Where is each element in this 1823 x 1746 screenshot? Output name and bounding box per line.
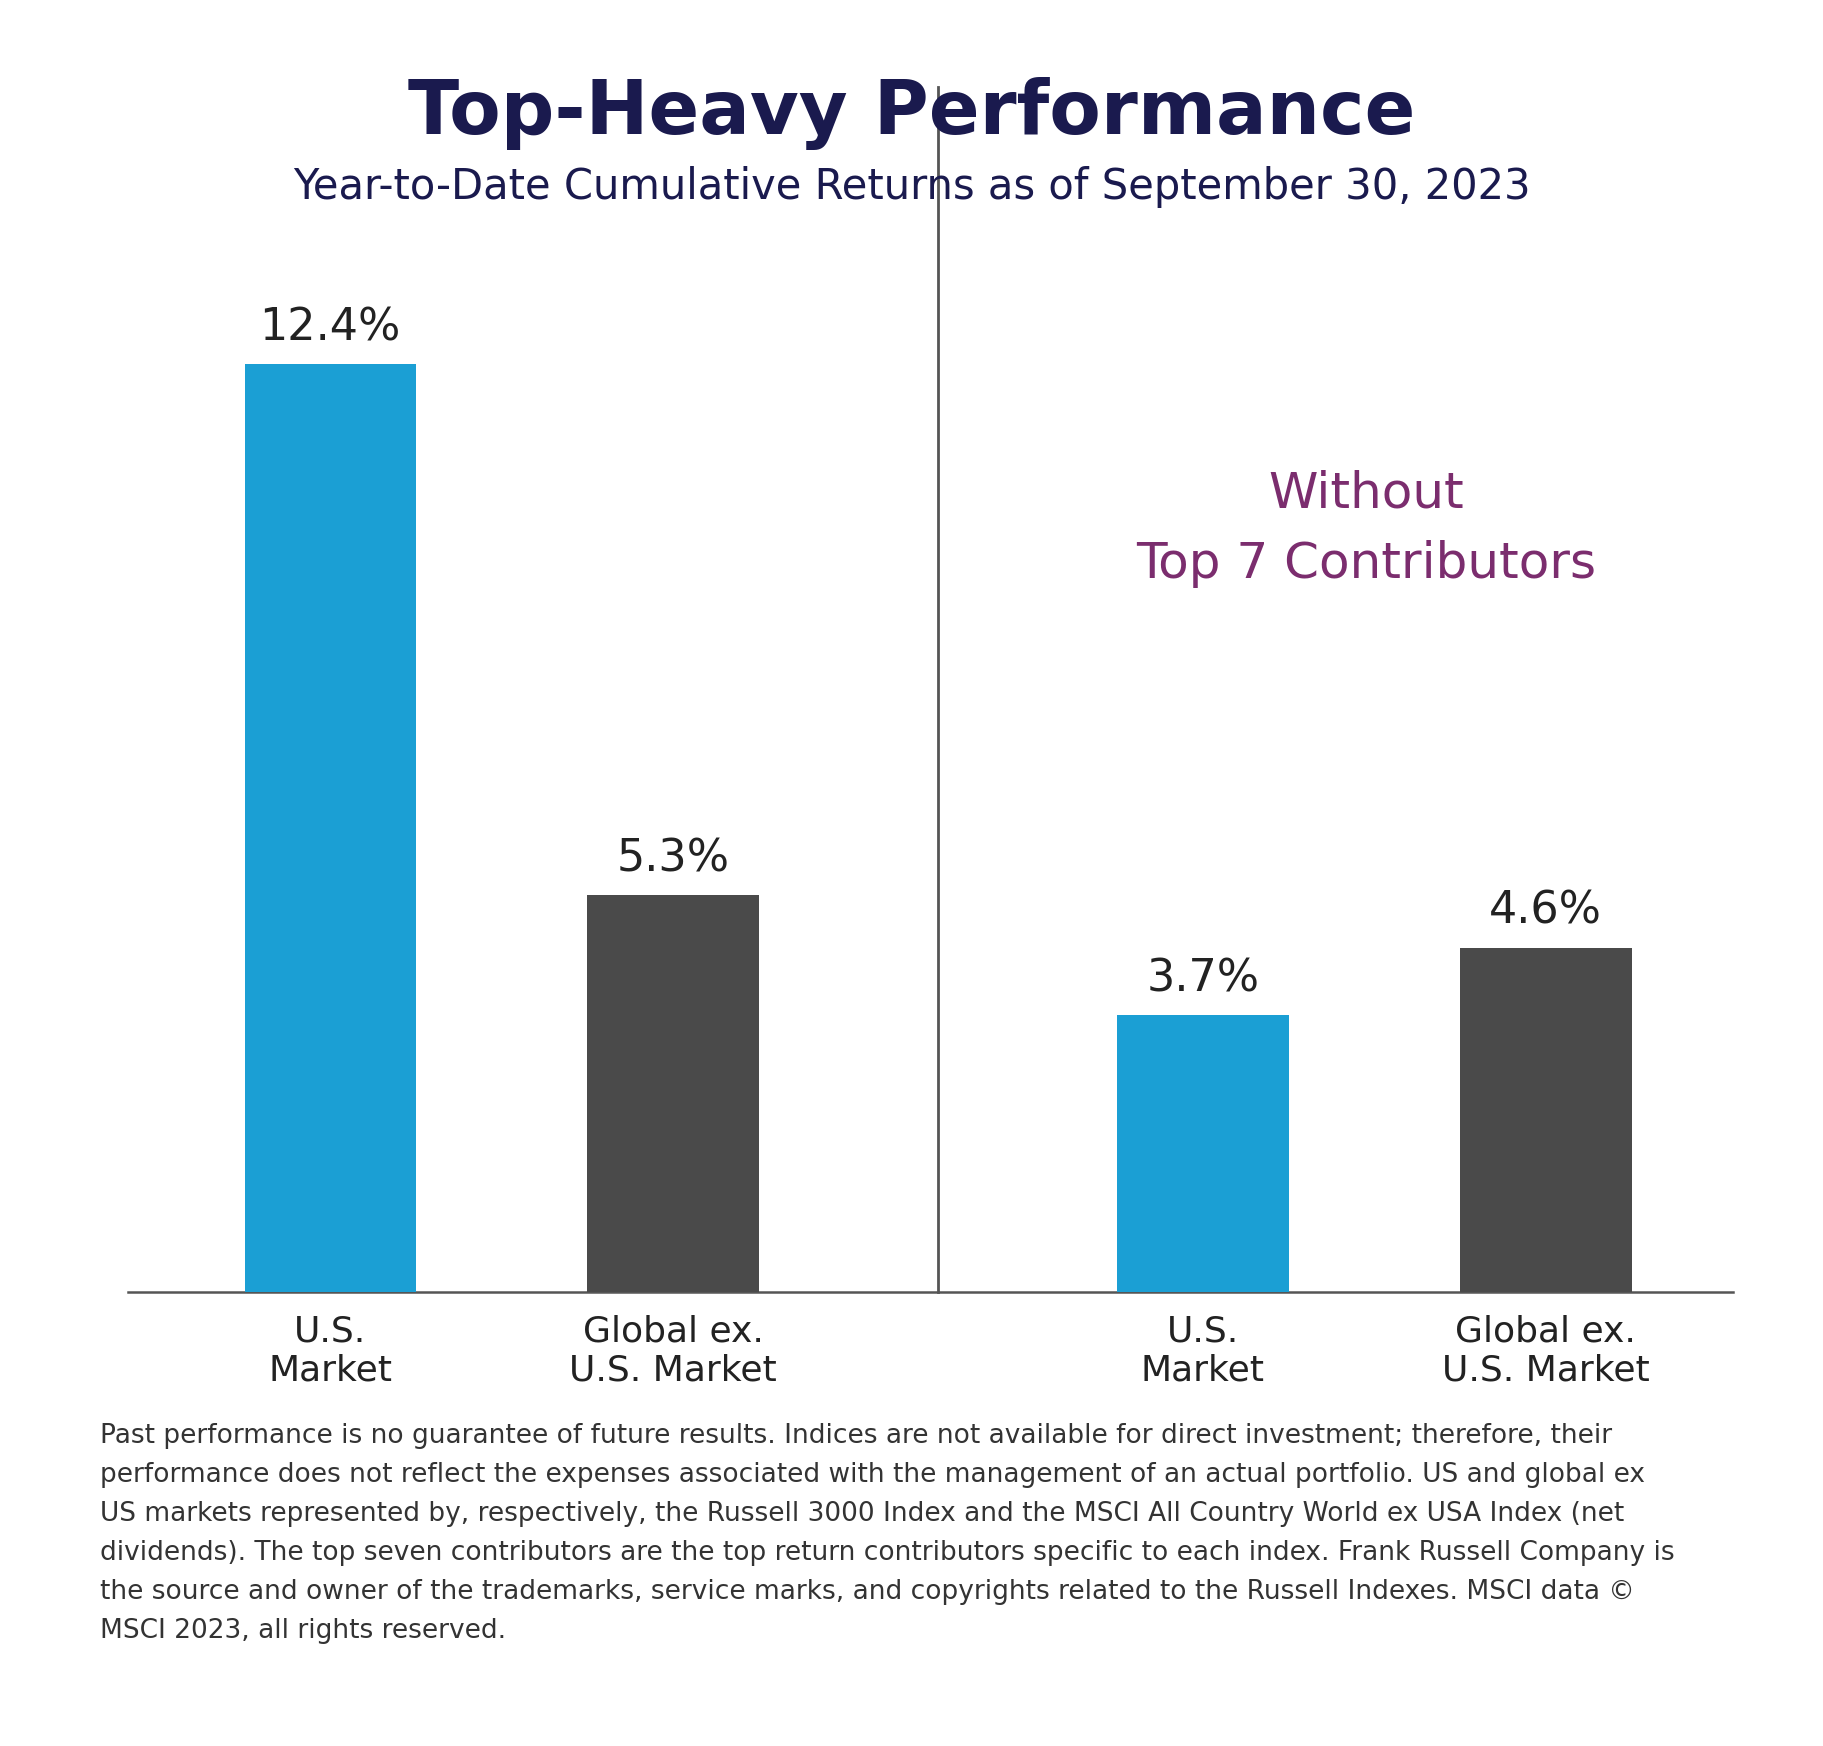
Bar (1117, 1014, 1289, 1292)
Text: Year-to-Date Cumulative Returns as of September 30, 2023: Year-to-Date Cumulative Returns as of Se… (294, 166, 1529, 208)
Text: 5.3%: 5.3% (616, 838, 729, 880)
Text: 12.4%: 12.4% (259, 306, 401, 349)
Text: Without
Top 7 Contributors: Without Top 7 Contributors (1136, 470, 1595, 588)
Text: Past performance is no guarantee of future results. Indices are not available fo: Past performance is no guarantee of futu… (100, 1423, 1674, 1645)
Text: 3.7%: 3.7% (1147, 957, 1260, 1000)
Text: Top-Heavy Performance: Top-Heavy Performance (408, 77, 1415, 150)
Bar (1458, 948, 1630, 1292)
Bar (587, 896, 758, 1292)
Text: 4.6%: 4.6% (1488, 890, 1601, 932)
Bar (244, 365, 416, 1292)
